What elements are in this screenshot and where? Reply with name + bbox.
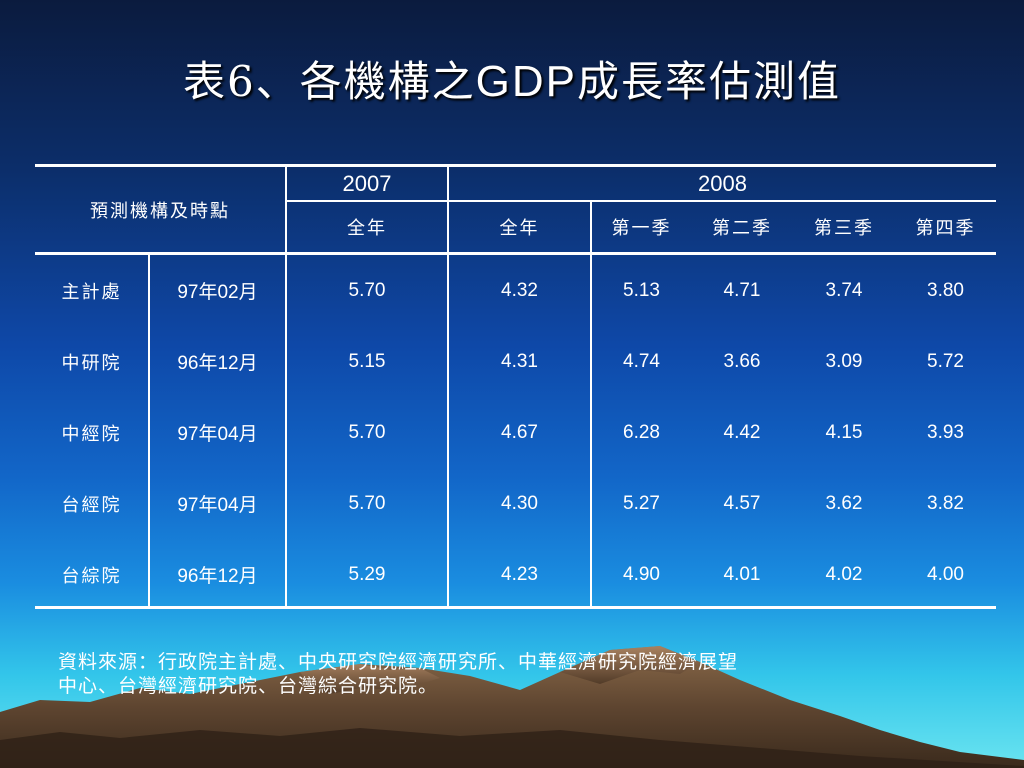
value-cell: 5.27 [623, 492, 660, 514]
table-bottom-border [35, 606, 996, 609]
value-cell: 4.90 [623, 563, 660, 585]
slide-title-prefix: 表6、各機構之 [182, 57, 476, 106]
agency-cell: 中研院 [61, 352, 122, 374]
sub-header: 第二季 [712, 218, 772, 239]
value-cell: 6.28 [623, 421, 660, 443]
value-cell: 5.70 [348, 279, 386, 301]
sub-header: 第四季 [915, 218, 976, 239]
agency-cell: 台經院 [61, 494, 122, 516]
sub-header: 第一季 [611, 218, 672, 239]
year-header-2008: 2008 [698, 170, 747, 196]
value-cell: 4.74 [623, 350, 660, 372]
sub-header: 第三季 [814, 218, 874, 239]
value-cell: 3.74 [825, 279, 863, 301]
value-cell: 5.72 [927, 350, 964, 372]
value-cell: 5.13 [623, 279, 660, 301]
value-cell: 4.23 [501, 563, 538, 585]
value-cell: 4.15 [825, 421, 863, 443]
table-col-divider [590, 200, 592, 608]
agency-cell: 主計處 [61, 281, 122, 303]
value-cell: 4.31 [501, 350, 538, 372]
source-note: 資料來源：行政院主計處、中央研究院經濟研究所、中華經濟研究院經濟展望 中心、台灣… [58, 650, 958, 698]
date-cell: 97年02月 [177, 282, 258, 303]
sub-header: 全年 [499, 218, 540, 239]
slide-title-gdp: GDP [475, 57, 578, 106]
value-cell: 4.02 [825, 563, 863, 585]
slide-title: 表6、各機構之GDP成長率估測值 [0, 52, 1024, 112]
value-cell: 5.29 [348, 563, 386, 585]
value-cell: 4.00 [927, 563, 964, 585]
value-cell: 3.93 [927, 421, 964, 443]
value-cell: 4.42 [723, 421, 761, 443]
value-cell: 4.71 [723, 279, 761, 301]
value-cell: 4.01 [723, 563, 761, 585]
table-year-divider [285, 200, 996, 202]
value-cell: 5.70 [348, 492, 386, 514]
value-cell: 3.62 [825, 492, 863, 514]
year-header-2007: 2007 [342, 170, 392, 196]
source-note-line: 中心、台灣經濟研究院、台灣綜合研究院。 [58, 675, 439, 697]
date-cell: 96年12月 [177, 566, 258, 587]
value-cell: 4.30 [501, 492, 538, 514]
value-cell: 4.57 [723, 492, 761, 514]
date-cell: 97年04月 [177, 495, 258, 516]
agency-cell: 中經院 [61, 423, 122, 445]
table-top-border [35, 164, 996, 167]
agency-cell: 台綜院 [61, 565, 122, 587]
value-cell: 3.80 [927, 279, 964, 301]
table-col-divider [148, 252, 150, 608]
source-note-line: 資料來源：行政院主計處、中央研究院經濟研究所、中華經濟研究院經濟展望 [58, 651, 739, 673]
value-cell: 4.67 [501, 421, 538, 443]
date-cell: 96年12月 [177, 353, 258, 374]
value-cell: 4.32 [501, 279, 538, 301]
corner-header: 預測機構及時點 [90, 200, 230, 222]
value-cell: 3.09 [825, 350, 863, 372]
table-col-divider [447, 164, 449, 608]
table-col-divider [285, 164, 287, 608]
table-header-bottom-border [35, 252, 996, 255]
date-cell: 97年04月 [177, 424, 258, 445]
slide-title-suffix: 成長率估測值 [577, 57, 842, 106]
value-cell: 5.15 [348, 350, 386, 372]
value-cell: 5.70 [348, 421, 386, 443]
sub-header: 全年 [347, 218, 387, 239]
value-cell: 3.66 [723, 350, 761, 372]
value-cell: 3.82 [927, 492, 964, 514]
